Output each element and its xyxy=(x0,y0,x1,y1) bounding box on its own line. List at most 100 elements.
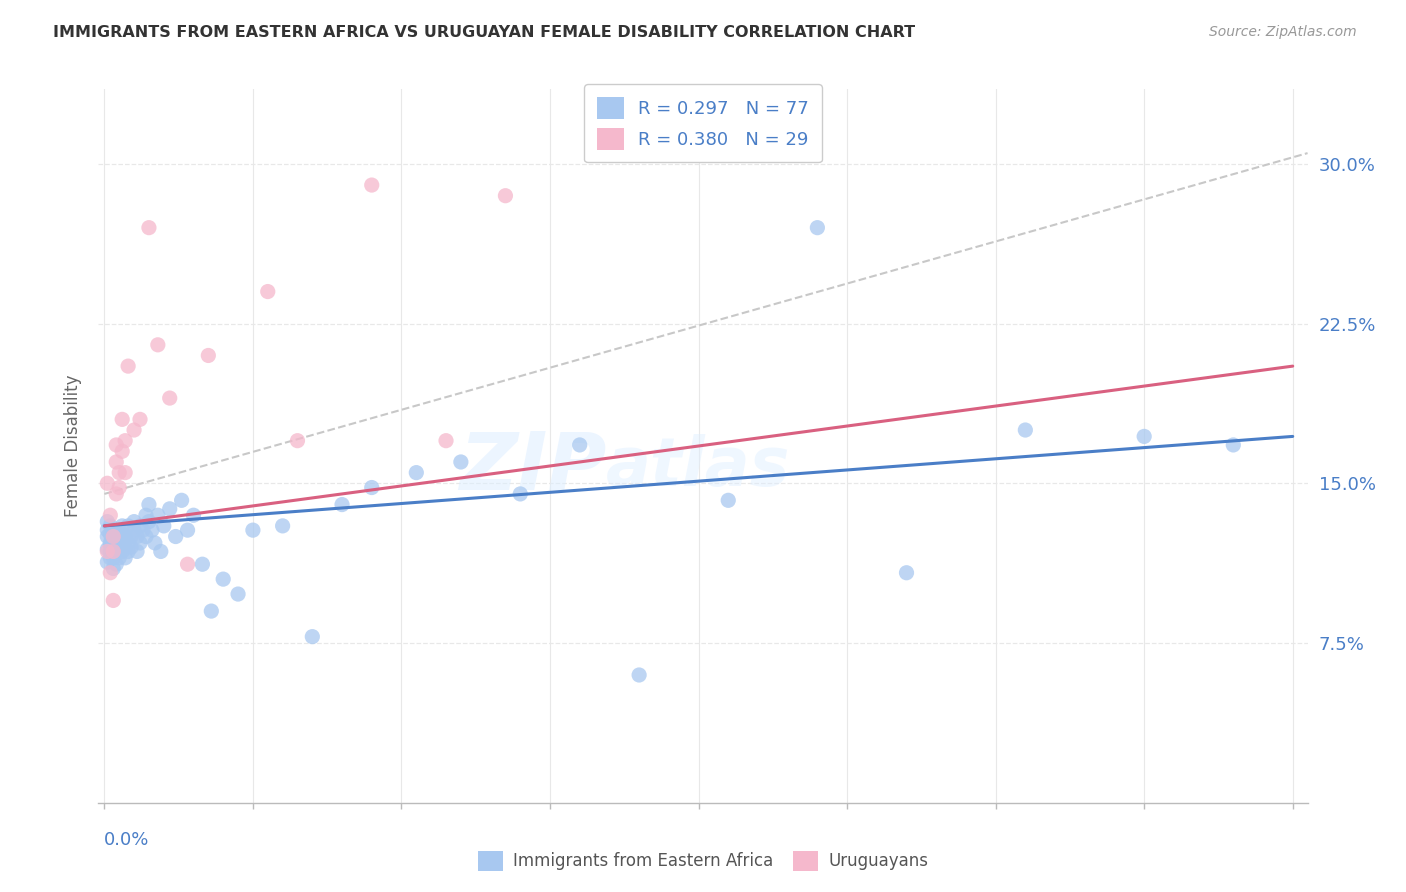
Point xyxy=(105,455,128,469)
Point xyxy=(114,529,136,543)
Point xyxy=(149,544,172,558)
Point xyxy=(96,515,118,529)
Point xyxy=(122,423,145,437)
Point xyxy=(360,178,382,192)
Point xyxy=(271,519,294,533)
Point xyxy=(114,434,136,448)
Point xyxy=(103,540,125,554)
Point xyxy=(159,391,181,405)
Point xyxy=(98,519,121,533)
Point xyxy=(360,481,382,495)
Point xyxy=(226,587,249,601)
Point xyxy=(117,519,139,533)
Point xyxy=(103,532,125,546)
Point xyxy=(96,523,118,537)
Point xyxy=(896,566,918,580)
Point xyxy=(141,523,163,537)
Point xyxy=(301,630,323,644)
Point xyxy=(98,544,121,558)
Point xyxy=(135,529,157,543)
Point xyxy=(98,566,121,580)
Point xyxy=(256,285,278,299)
Point xyxy=(120,529,142,543)
Point xyxy=(176,558,198,572)
Point xyxy=(96,476,118,491)
Text: ZIP: ZIP xyxy=(458,428,606,507)
Point xyxy=(114,550,136,565)
Point xyxy=(1222,438,1244,452)
Point xyxy=(628,668,651,682)
Point xyxy=(111,444,134,458)
Point xyxy=(105,544,128,558)
Point xyxy=(125,529,148,543)
Point xyxy=(105,558,128,572)
Point xyxy=(105,536,128,550)
Text: atlas: atlas xyxy=(606,434,790,500)
Point xyxy=(108,550,131,565)
Point xyxy=(96,555,118,569)
Point xyxy=(568,438,591,452)
Point xyxy=(183,508,205,523)
Point xyxy=(200,604,222,618)
Point xyxy=(117,544,139,558)
Point xyxy=(1014,423,1036,437)
Point xyxy=(138,498,160,512)
Point xyxy=(108,466,131,480)
Point xyxy=(197,349,219,363)
Point xyxy=(152,519,174,533)
Point xyxy=(96,542,118,557)
Point xyxy=(103,523,125,537)
Point xyxy=(146,338,169,352)
Point xyxy=(114,466,136,480)
Point xyxy=(111,536,134,550)
Point xyxy=(129,519,152,533)
Point xyxy=(165,529,187,543)
Point xyxy=(111,412,134,426)
Point xyxy=(96,544,118,558)
Point xyxy=(176,523,198,537)
Legend: Immigrants from Eastern Africa, Uruguayans: Immigrants from Eastern Africa, Uruguaya… xyxy=(470,842,936,880)
Point xyxy=(143,536,166,550)
Point xyxy=(117,536,139,550)
Legend: R = 0.297   N = 77, R = 0.380   N = 29: R = 0.297 N = 77, R = 0.380 N = 29 xyxy=(585,84,821,162)
Point xyxy=(405,466,427,480)
Point xyxy=(122,515,145,529)
Point xyxy=(108,523,131,537)
Point xyxy=(125,544,148,558)
Point xyxy=(103,550,125,565)
Point xyxy=(129,536,152,550)
Point xyxy=(108,529,131,543)
Point xyxy=(122,523,145,537)
Point xyxy=(159,501,181,516)
Text: 0.0%: 0.0% xyxy=(104,831,149,849)
Point xyxy=(105,487,128,501)
Point xyxy=(103,529,125,543)
Point xyxy=(242,523,264,537)
Text: IMMIGRANTS FROM EASTERN AFRICA VS URUGUAYAN FEMALE DISABILITY CORRELATION CHART: IMMIGRANTS FROM EASTERN AFRICA VS URUGUA… xyxy=(53,25,915,40)
Point xyxy=(170,493,193,508)
Point xyxy=(105,438,128,452)
Point xyxy=(103,561,125,575)
Point xyxy=(103,544,125,558)
Point xyxy=(806,220,828,235)
Point xyxy=(135,508,157,523)
Point xyxy=(96,529,118,543)
Point xyxy=(111,527,134,541)
Y-axis label: Female Disability: Female Disability xyxy=(65,375,83,517)
Text: Source: ZipAtlas.com: Source: ZipAtlas.com xyxy=(1209,25,1357,39)
Point xyxy=(287,434,309,448)
Point xyxy=(114,540,136,554)
Point xyxy=(129,412,152,426)
Point xyxy=(108,481,131,495)
Point xyxy=(450,455,472,469)
Point xyxy=(132,523,155,537)
Point xyxy=(111,519,134,533)
Point xyxy=(103,593,125,607)
Point xyxy=(717,493,740,508)
Point xyxy=(330,498,353,512)
Point xyxy=(509,487,531,501)
Point xyxy=(138,220,160,235)
Point xyxy=(1133,429,1156,443)
Point xyxy=(434,434,457,448)
Point xyxy=(98,550,121,565)
